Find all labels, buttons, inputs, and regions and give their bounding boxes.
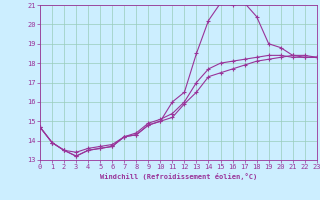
X-axis label: Windchill (Refroidissement éolien,°C): Windchill (Refroidissement éolien,°C) [100,173,257,180]
